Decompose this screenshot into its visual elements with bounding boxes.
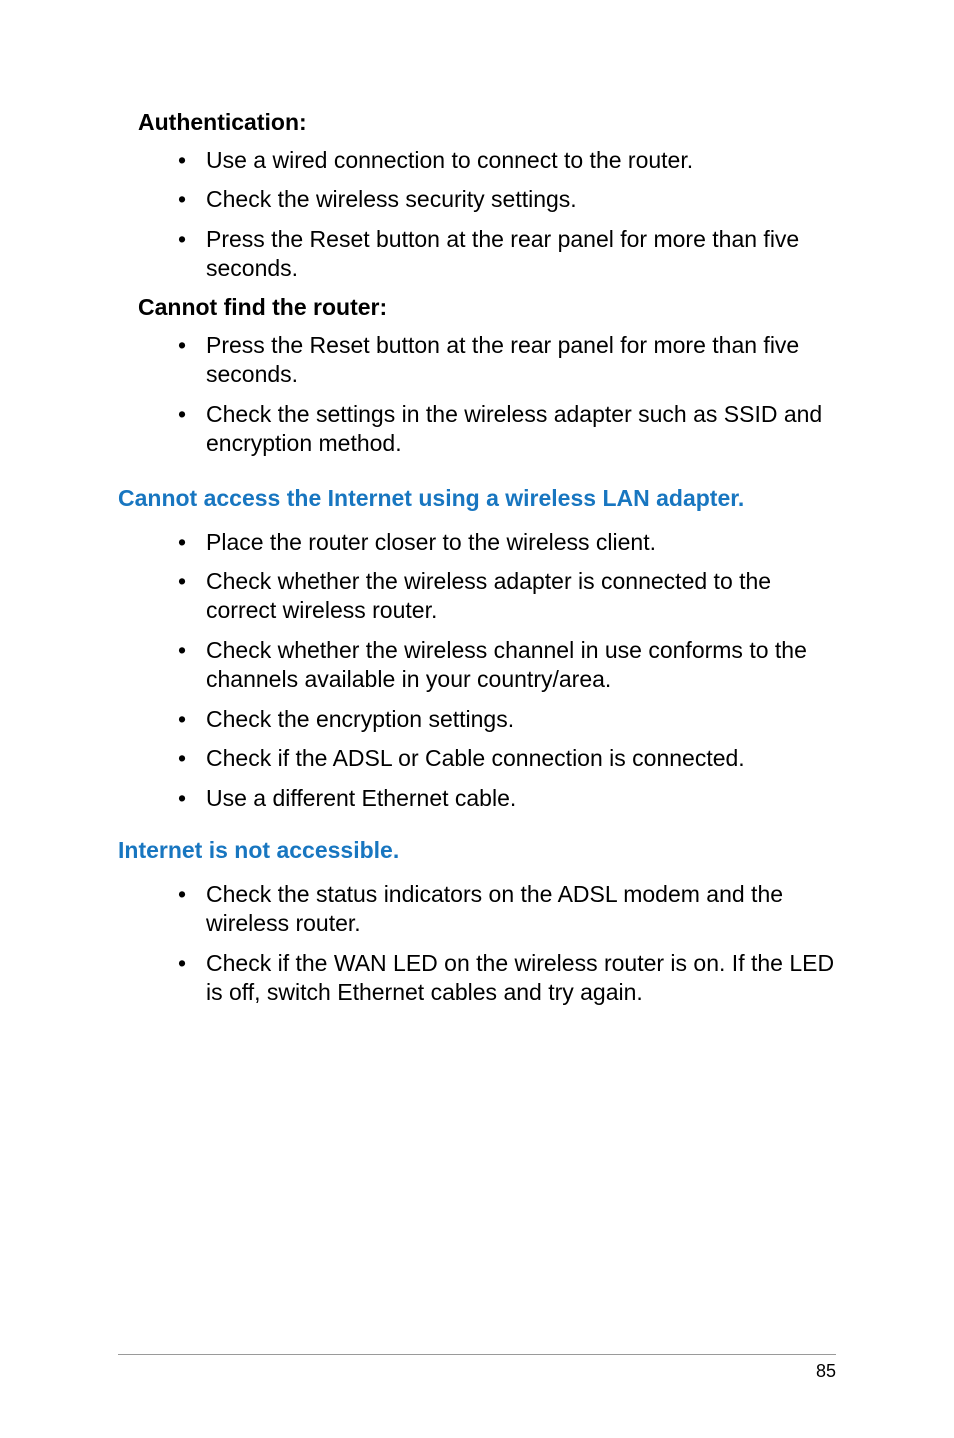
list-item: Place the router closer to the wireless …: [178, 528, 836, 557]
list-item: Check the status indicators on the ADSL …: [178, 880, 836, 939]
blue-heading-wireless-adapter: Cannot access the Internet using a wirel…: [118, 485, 836, 512]
section-title-cannot-find: Cannot find the router:: [118, 294, 836, 321]
list-item: Check if the WAN LED on the wireless rou…: [178, 949, 836, 1008]
list-item: Check if the ADSL or Cable connection is…: [178, 744, 836, 773]
section-title-authentication: Authentication:: [118, 109, 836, 136]
page-footer: 85: [118, 1354, 836, 1382]
bullet-list-authentication: Use a wired connection to connect to the…: [118, 146, 836, 284]
list-item: Use a different Ethernet cable.: [178, 784, 836, 813]
bullet-list-cannot-find: Press the Reset button at the rear panel…: [118, 331, 836, 459]
list-item: Check the settings in the wireless adapt…: [178, 400, 836, 459]
bullet-list-wireless-adapter: Place the router closer to the wireless …: [118, 528, 836, 814]
list-item: Press the Reset button at the rear panel…: [178, 331, 836, 390]
list-item: Check the wireless security settings.: [178, 185, 836, 214]
list-item: Check whether the wireless adapter is co…: [178, 567, 836, 626]
list-item: Use a wired connection to connect to the…: [178, 146, 836, 175]
list-item: Check whether the wireless channel in us…: [178, 636, 836, 695]
page-number: 85: [816, 1361, 836, 1381]
blue-heading-internet-not-accessible: Internet is not accessible.: [118, 837, 836, 864]
list-item: Check the encryption settings.: [178, 705, 836, 734]
bullet-list-internet-not-accessible: Check the status indicators on the ADSL …: [118, 880, 836, 1008]
list-item: Press the Reset button at the rear panel…: [178, 225, 836, 284]
